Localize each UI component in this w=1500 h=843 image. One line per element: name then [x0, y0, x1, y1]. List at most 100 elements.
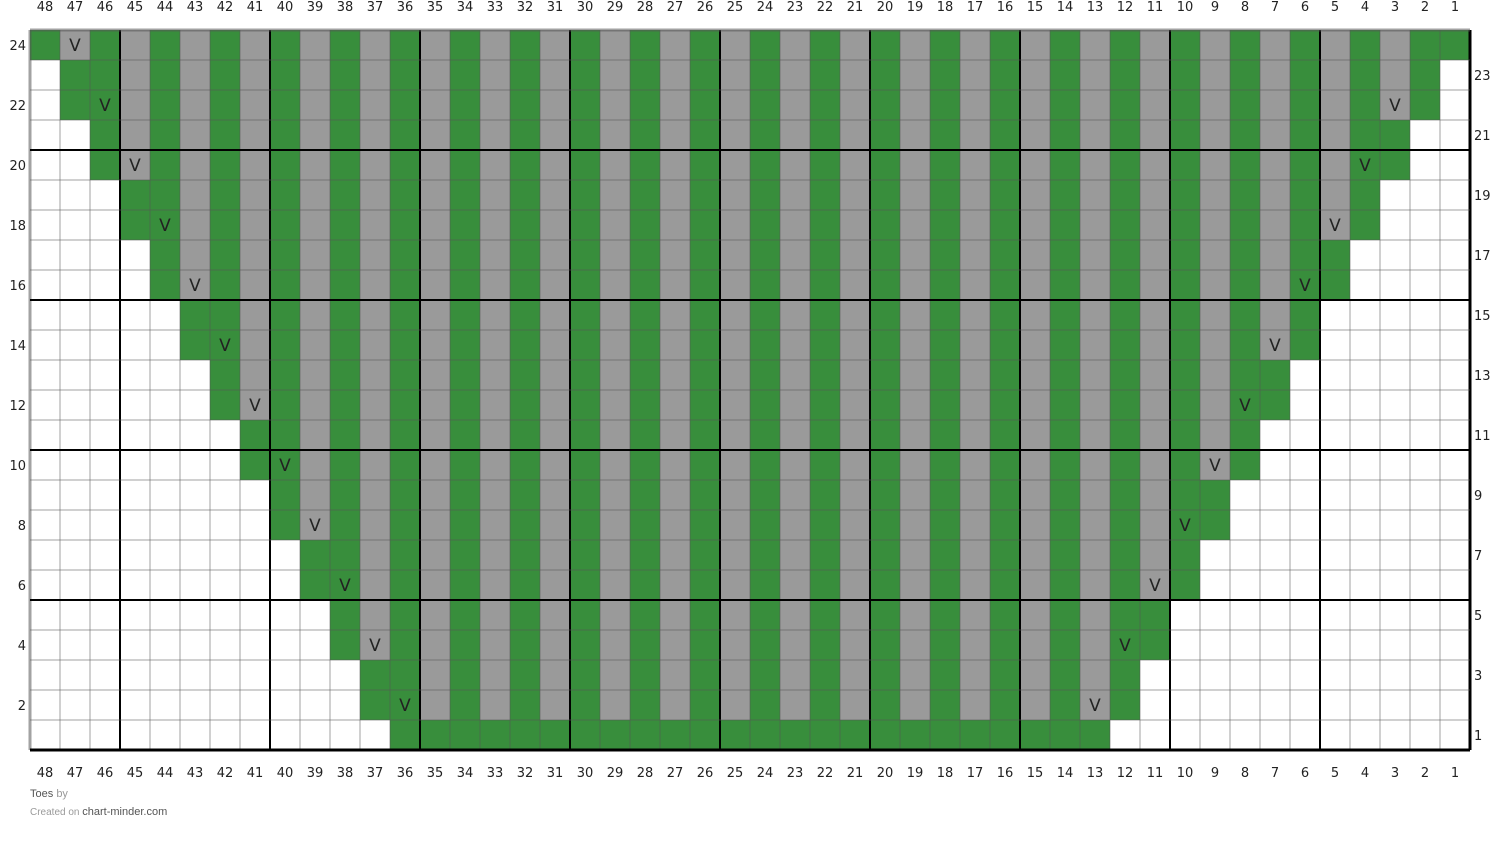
stitch-cell	[960, 480, 990, 510]
stitch-cell	[660, 210, 690, 240]
stitch-cell	[60, 600, 90, 630]
stitch-cell	[720, 150, 750, 180]
row-label-right: 11	[1474, 429, 1491, 444]
row-label-left: 2	[18, 699, 26, 714]
stitch-cell	[990, 660, 1020, 690]
stitch-cell	[570, 270, 600, 300]
stitch-cell	[990, 30, 1020, 60]
stitch-cell	[330, 720, 360, 750]
stitch-cell	[1080, 210, 1110, 240]
stitch-cell	[1290, 630, 1320, 660]
stitch-cell	[1140, 360, 1170, 390]
stitch-cell	[120, 60, 150, 90]
stitch-cell	[1260, 630, 1290, 660]
stitch-cell	[1350, 360, 1380, 390]
stitch-cell	[1440, 660, 1470, 690]
stitch-cell	[330, 330, 360, 360]
stitch-cell	[90, 510, 120, 540]
stitch-cell	[330, 60, 360, 90]
stitch-cell	[300, 450, 330, 480]
stitch-cell	[1170, 300, 1200, 330]
stitch-cell	[1260, 360, 1290, 390]
stitch-cell	[510, 660, 540, 690]
stitch-cell	[210, 330, 240, 360]
stitch-cell	[840, 330, 870, 360]
stitch-cell	[840, 510, 870, 540]
stitch-cell	[750, 300, 780, 330]
stitch-cell	[1410, 330, 1440, 360]
stitch-cell	[540, 420, 570, 450]
stitch-cell	[1200, 450, 1230, 480]
stitch-cell	[600, 270, 630, 300]
stitch-cell	[180, 90, 210, 120]
stitch-cell	[300, 690, 330, 720]
stitch-cell	[810, 90, 840, 120]
stitch-cell	[1050, 690, 1080, 720]
stitch-cell	[30, 420, 60, 450]
stitch-cell	[300, 30, 330, 60]
stitch-cell	[1020, 60, 1050, 90]
stitch-cell	[510, 630, 540, 660]
stitch-cell	[420, 720, 450, 750]
stitch-cell	[210, 240, 240, 270]
stitch-cell	[990, 570, 1020, 600]
stitch-cell	[330, 150, 360, 180]
stitch-cell	[240, 60, 270, 90]
stitch-cell	[1020, 300, 1050, 330]
stitch-cell	[1290, 420, 1320, 450]
stitch-cell	[1440, 90, 1470, 120]
site-link[interactable]: chart-minder.com	[82, 806, 168, 818]
stitch-cell	[930, 420, 960, 450]
stitch-cell	[570, 690, 600, 720]
stitch-cell	[900, 390, 930, 420]
stitch-cell	[960, 240, 990, 270]
stitch-cell	[1170, 720, 1200, 750]
stitch-cell	[780, 480, 810, 510]
stitch-cell	[1170, 540, 1200, 570]
stitch-cell	[1290, 210, 1320, 240]
stitch-cell	[840, 300, 870, 330]
stitch-cell	[1140, 210, 1170, 240]
stitch-cell	[1200, 480, 1230, 510]
column-label-top: 48	[37, 0, 54, 15]
stitch-cell	[1050, 600, 1080, 630]
stitch-cell	[1320, 480, 1350, 510]
stitch-cell	[960, 300, 990, 330]
stitch-cell	[600, 30, 630, 60]
stitch-cell	[1230, 690, 1260, 720]
column-label-bottom: 9	[1211, 766, 1219, 781]
stitch-cell	[900, 270, 930, 300]
stitch-cell	[360, 450, 390, 480]
stitch-cell	[750, 30, 780, 60]
stitch-cell	[1020, 480, 1050, 510]
stitch-cell	[1380, 570, 1410, 600]
stitch-cell	[270, 360, 300, 390]
column-label-top: 32	[517, 0, 534, 15]
stitch-cell	[1020, 120, 1050, 150]
stitch-cell	[1320, 90, 1350, 120]
stitch-cell	[1410, 690, 1440, 720]
stitch-cell	[1170, 390, 1200, 420]
stitch-cell	[210, 90, 240, 120]
stitch-cell	[960, 150, 990, 180]
stitch-cell	[600, 390, 630, 420]
stitch-cell	[300, 600, 330, 630]
stitch-cell	[1290, 450, 1320, 480]
stitch-cell	[1050, 510, 1080, 540]
stitch-cell	[690, 390, 720, 420]
column-label-bottom: 1	[1451, 766, 1459, 781]
stitch-cell	[360, 240, 390, 270]
stitch-cell	[1290, 330, 1320, 360]
column-label-top: 42	[217, 0, 234, 15]
stitch-cell	[300, 330, 330, 360]
stitch-cell	[690, 30, 720, 60]
stitch-cell	[1200, 600, 1230, 630]
stitch-cell	[90, 690, 120, 720]
stitch-cell	[660, 30, 690, 60]
stitch-cell	[270, 90, 300, 120]
stitch-cell	[690, 90, 720, 120]
stitch-cell	[720, 390, 750, 420]
stitch-cell	[660, 480, 690, 510]
stitch-cell	[1170, 570, 1200, 600]
stitch-cell	[60, 630, 90, 660]
